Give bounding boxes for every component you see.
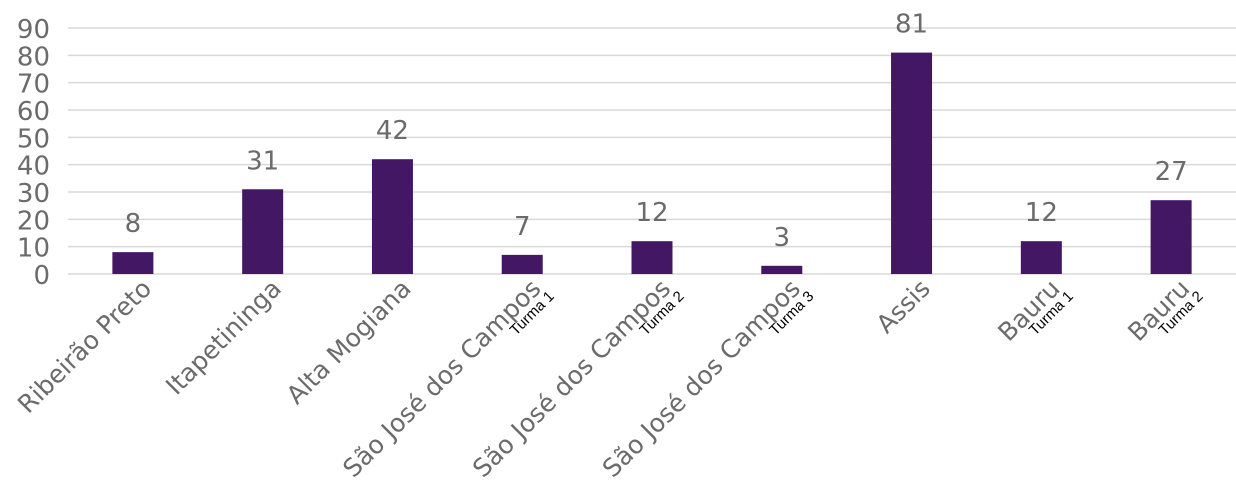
x-tick-label: Ribeirão Preto — [12, 274, 157, 419]
x-tick-label: Assis — [871, 274, 936, 339]
data-label: 31 — [246, 146, 279, 176]
bar — [112, 252, 154, 274]
x-tick-label-text: Ribeirão Preto — [12, 274, 157, 419]
y-tick-label: 70 — [17, 70, 50, 100]
y-tick-label: 90 — [17, 15, 50, 45]
x-tick-label: Alta Mogiana — [281, 274, 417, 410]
y-tick-label: 0 — [33, 261, 50, 291]
y-tick-label: 10 — [17, 234, 50, 264]
bar — [371, 159, 413, 274]
y-tick-label: 40 — [17, 152, 50, 182]
data-label: 42 — [376, 116, 409, 146]
bar — [501, 254, 543, 274]
bar — [1020, 241, 1062, 274]
data-label: 12 — [1025, 198, 1058, 228]
y-tick-label: 80 — [17, 42, 50, 72]
data-labels: 8 31 42 7 12 3 81 12 27 — [125, 10, 1188, 253]
bar — [1150, 200, 1192, 274]
data-label: 12 — [635, 198, 668, 228]
data-label: 8 — [125, 209, 142, 239]
x-tick-label-text: Assis — [871, 274, 936, 339]
x-tick-label-text: Alta Mogiana — [281, 274, 417, 410]
data-label: 7 — [514, 212, 531, 242]
data-label: 81 — [895, 10, 928, 40]
y-tick-label: 50 — [17, 124, 50, 154]
bar — [631, 241, 673, 274]
bar — [761, 265, 803, 274]
bar — [891, 52, 933, 274]
x-tick-label-text: Itapetininga — [160, 274, 287, 401]
y-tick-label: 30 — [17, 179, 50, 209]
y-tick-label: 20 — [17, 206, 50, 236]
data-label: 3 — [774, 223, 791, 253]
data-label: 27 — [1155, 157, 1188, 187]
x-tick-label: Itapetininga — [160, 274, 287, 401]
bars — [112, 52, 1192, 274]
y-tick-label: 60 — [17, 97, 50, 127]
bar — [242, 189, 284, 274]
